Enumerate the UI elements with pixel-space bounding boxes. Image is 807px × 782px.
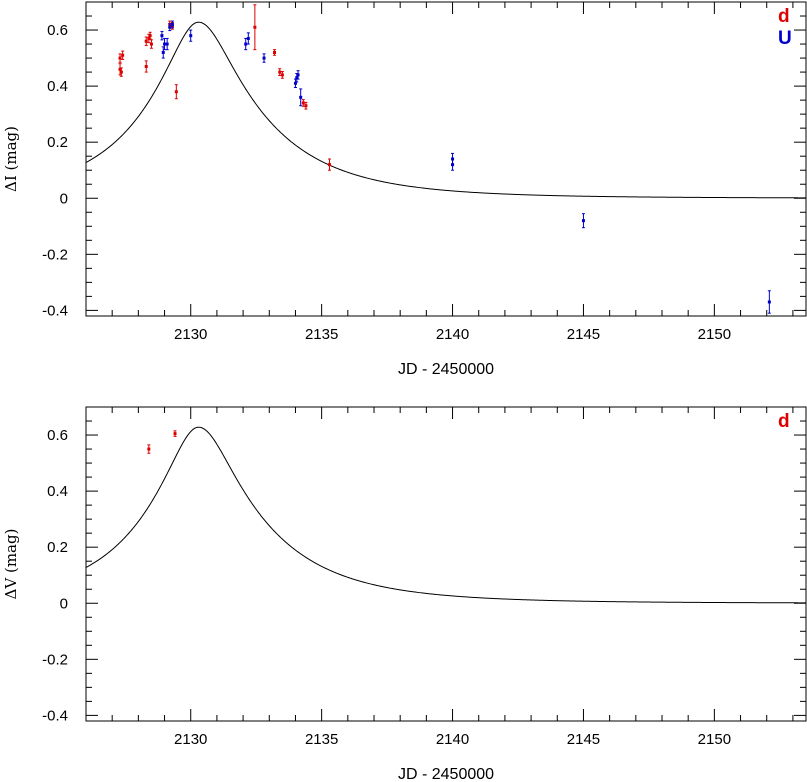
series-d [147, 430, 177, 454]
x-tick-label: 2130 [174, 326, 207, 343]
x-tick-label: 2130 [174, 731, 207, 748]
data-point [293, 81, 297, 85]
data-point [296, 73, 300, 77]
y-tick-label: 0.4 [47, 483, 68, 500]
legend-entry: d [778, 411, 790, 432]
data-point [280, 73, 284, 77]
data-point [161, 50, 165, 54]
y-tick-label: -0.2 [42, 651, 68, 668]
x-axis-title: JD - 2450000 [398, 766, 494, 782]
x-tick-label: 2145 [567, 326, 600, 343]
plot-frame [85, 1, 807, 317]
model-curve [85, 426, 807, 604]
y-tick-label: -0.2 [42, 246, 68, 263]
data-point [273, 50, 277, 54]
data-point [304, 104, 308, 108]
x-tick-label: 2140 [436, 731, 469, 748]
legend-entry: d [778, 6, 790, 27]
data-point [299, 95, 303, 99]
data-point [149, 42, 153, 46]
y-tick-label: 0.6 [47, 427, 68, 444]
data-point [163, 42, 167, 46]
y-tick-label: 0.2 [47, 134, 68, 151]
data-point [581, 219, 585, 223]
data-point [246, 36, 250, 40]
y-tick-label: 0 [60, 190, 68, 207]
data-point [160, 34, 164, 38]
data-point [168, 25, 172, 29]
x-tick-label: 2150 [698, 731, 731, 748]
data-point [144, 39, 148, 43]
data-point [118, 67, 122, 71]
y-tick-label: 0 [60, 595, 68, 612]
data-point [327, 163, 331, 167]
data-point [118, 56, 122, 60]
data-point [253, 25, 257, 29]
x-tick-label: 2150 [698, 326, 731, 343]
data-point [451, 157, 455, 161]
plot-panel-2: 2130 2135 2140 2145 2150 -0.4 -0.2 0 0.2 0.4 0.6 JD… [2, 406, 807, 782]
x-tick-label: 2140 [436, 326, 469, 343]
data-point [147, 36, 151, 40]
data-point [147, 447, 151, 451]
data-point [148, 34, 152, 38]
y-tick-label: -0.4 [42, 302, 68, 319]
data-point [278, 70, 282, 74]
data-point [119, 70, 123, 74]
data-point [173, 432, 177, 436]
x-tick-label: 2135 [305, 326, 338, 343]
x-tick-label: 2145 [567, 731, 600, 748]
data-point [165, 42, 169, 46]
data-point [244, 42, 248, 46]
data-point [301, 101, 305, 105]
x-tick-label: 2135 [305, 731, 338, 748]
y-tick-label: 0.4 [47, 78, 68, 95]
data-point [144, 64, 148, 68]
series-d [118, 4, 331, 171]
y-tick-label: -0.4 [42, 707, 68, 724]
legend-entry: U [778, 28, 792, 49]
data-point [121, 53, 125, 57]
data-point [767, 300, 771, 304]
y-axis-title: ΔI (mag) [2, 126, 20, 192]
data-point [174, 90, 178, 94]
y-axis-title: ΔV (mag) [2, 529, 20, 600]
plot-panel-1: 2130 2135 2140 2145 2150 -0.4 -0.2 0 0.2 0.4 0.6 JD… [2, 1, 807, 378]
data-point [170, 22, 174, 26]
model-curve [85, 21, 807, 199]
data-point [295, 76, 299, 80]
data-point [262, 56, 266, 60]
plot-frame [85, 406, 807, 722]
y-tick-label: 0.2 [47, 539, 68, 556]
series-U [160, 20, 771, 314]
x-axis-title: JD - 2450000 [398, 361, 494, 378]
data-point [189, 34, 193, 38]
y-tick-label: 0.6 [47, 22, 68, 39]
